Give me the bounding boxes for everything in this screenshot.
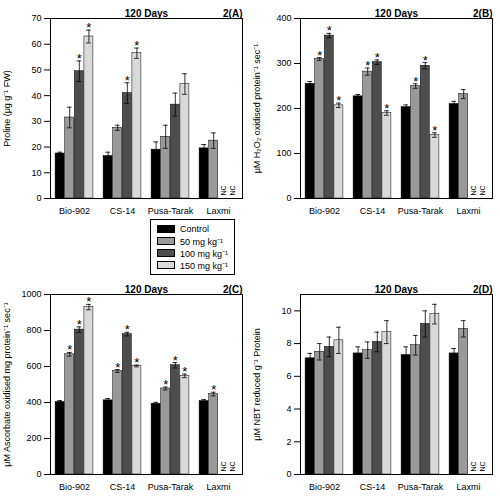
svg-text:Pusa-Tarak: Pusa-Tarak [148, 482, 194, 492]
svg-text:4: 4 [286, 404, 291, 414]
svg-text:NC: NC [220, 185, 227, 195]
svg-text:Laxmi: Laxmi [456, 482, 480, 492]
svg-text:40: 40 [31, 91, 41, 101]
svg-text:400: 400 [276, 13, 291, 23]
svg-text:*: * [384, 101, 389, 116]
svg-text:*: * [327, 23, 332, 38]
svg-text:120 Days: 120 Days [375, 284, 419, 295]
svg-text:CS-14: CS-14 [110, 482, 136, 492]
svg-text:CS-14: CS-14 [110, 206, 136, 216]
svg-text:Laxmi: Laxmi [206, 482, 230, 492]
svg-text:CS-14: CS-14 [360, 482, 386, 492]
svg-text:*: * [173, 353, 178, 368]
svg-text:Bio-902: Bio-902 [59, 206, 90, 216]
svg-text:2(A): 2(A) [223, 8, 242, 19]
svg-text:NC: NC [229, 185, 236, 195]
svg-text:*: * [125, 73, 130, 88]
svg-text:400: 400 [26, 397, 41, 407]
svg-text:*: * [182, 364, 187, 379]
svg-text:NC: NC [470, 461, 477, 471]
svg-text:*: * [375, 50, 380, 65]
svg-text:*: * [67, 342, 72, 357]
svg-text:8: 8 [286, 338, 291, 348]
svg-text:*: * [336, 93, 341, 108]
svg-text:CS-14: CS-14 [360, 206, 386, 216]
svg-text:NC: NC [479, 461, 486, 471]
svg-text:600: 600 [26, 361, 41, 371]
svg-text:*: * [432, 123, 437, 138]
svg-text:120 Days: 120 Days [125, 8, 169, 19]
svg-text:2(C): 2(C) [223, 284, 242, 295]
svg-text:Proline (μg g⁻¹ FW): Proline (μg g⁻¹ FW) [2, 70, 12, 147]
svg-text:*: * [86, 294, 91, 309]
svg-text:*: * [163, 377, 168, 392]
svg-text:0: 0 [36, 193, 41, 203]
svg-text:Bio-902: Bio-902 [309, 482, 340, 492]
svg-text:1000: 1000 [21, 289, 41, 299]
svg-text:*: * [77, 317, 82, 332]
html-text:100 mg kg⁻¹: 100 mg kg⁻¹ [180, 248, 228, 259]
svg-text:Bio-902: Bio-902 [59, 482, 90, 492]
svg-text:70: 70 [31, 13, 41, 23]
svg-text:0: 0 [286, 469, 291, 479]
svg-text:*: * [125, 322, 130, 337]
svg-text:120 Days: 120 Days [125, 284, 169, 295]
svg-text:20: 20 [31, 142, 41, 152]
svg-text:120 Days: 120 Days [375, 8, 419, 19]
svg-text:30: 30 [31, 116, 41, 126]
svg-text:Laxmi: Laxmi [206, 206, 230, 216]
svg-text:200: 200 [276, 103, 291, 113]
svg-text:6: 6 [286, 371, 291, 381]
svg-text:*: * [134, 38, 139, 53]
svg-text:*: * [413, 74, 418, 89]
svg-text:Pusa-Tarak: Pusa-Tarak [398, 482, 444, 492]
svg-text:*: * [134, 355, 139, 370]
svg-text:μM H₂O₂ oxidised protein⁻¹ sec: μM H₂O₂ oxidised protein⁻¹ sec⁻¹ [252, 44, 262, 174]
svg-text:NC: NC [479, 185, 486, 195]
svg-text:NC: NC [220, 461, 227, 471]
svg-text:Bio-902: Bio-902 [309, 206, 340, 216]
svg-text:60: 60 [31, 39, 41, 49]
svg-text:100: 100 [276, 148, 291, 158]
svg-text:800: 800 [26, 325, 41, 335]
svg-text:Pusa-Tarak: Pusa-Tarak [148, 206, 194, 216]
svg-text:Pusa-Tarak: Pusa-Tarak [398, 206, 444, 216]
svg-text:*: * [365, 58, 370, 73]
svg-text:2: 2 [286, 437, 291, 447]
svg-text:10: 10 [281, 306, 291, 316]
svg-text:50: 50 [31, 65, 41, 75]
html-text:150 mg kg⁻¹: 150 mg kg⁻¹ [180, 260, 228, 271]
svg-text:*: * [317, 48, 322, 63]
svg-text:NC: NC [229, 461, 236, 471]
svg-text:10: 10 [31, 168, 41, 178]
svg-text:*: * [86, 20, 91, 35]
svg-text:2(D): 2(D) [473, 284, 492, 295]
svg-text:2(B): 2(B) [473, 8, 492, 19]
svg-text:μM Ascorbate oxidised mg prote: μM Ascorbate oxidised mg protein⁻¹ sec⁻¹ [2, 302, 12, 466]
svg-text:*: * [77, 51, 82, 66]
svg-text:300: 300 [276, 58, 291, 68]
svg-text:*: * [423, 53, 428, 68]
svg-text:0: 0 [286, 193, 291, 203]
html-text:Control: Control [180, 224, 209, 234]
svg-text:*: * [211, 382, 216, 397]
svg-text:*: * [115, 360, 120, 375]
html-text:50 mg kg⁻¹: 50 mg kg⁻¹ [180, 236, 223, 247]
svg-text:0: 0 [36, 469, 41, 479]
svg-text:μM NBT reduced g⁻¹ Protein: μM NBT reduced g⁻¹ Protein [252, 328, 262, 441]
svg-text:Laxmi: Laxmi [456, 206, 480, 216]
svg-text:NC: NC [470, 185, 477, 195]
svg-text:200: 200 [26, 433, 41, 443]
